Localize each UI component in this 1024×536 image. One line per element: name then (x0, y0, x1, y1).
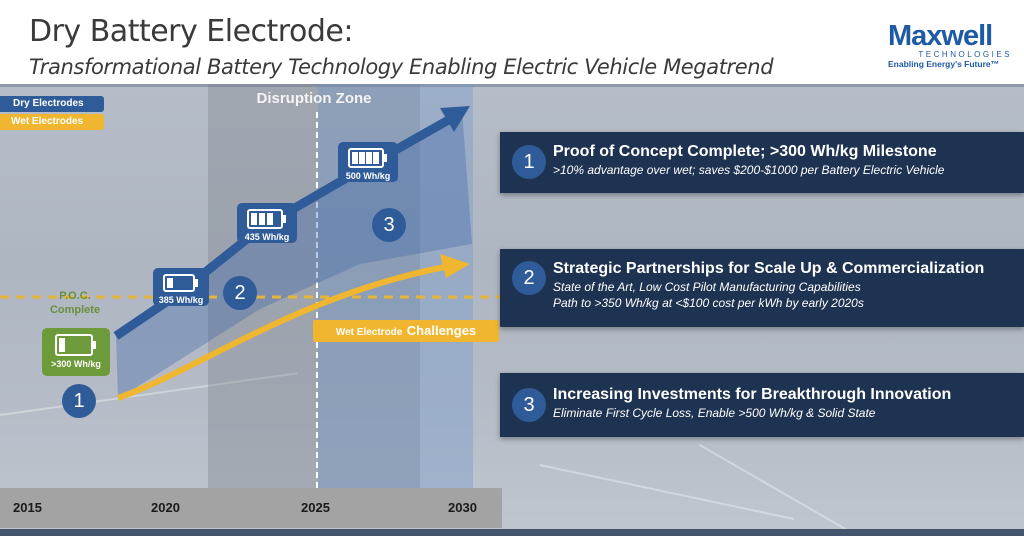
battery-icon (348, 148, 387, 168)
logo-subtext: TECHNOLOGIES (918, 50, 1012, 59)
battery-card-435: 435 Wh/kg (237, 203, 297, 243)
milestone-number: 3 (512, 388, 546, 422)
milestone-title: Strategic Partnerships for Scale Up & Co… (553, 260, 985, 277)
axis-tick-2020: 2020 (151, 500, 180, 515)
advantage-area (116, 110, 472, 399)
legend-dry-electrodes: Dry Electrodes (0, 96, 104, 112)
slide-header: Dry Battery Electrode: Transformational … (0, 0, 1024, 84)
axis-tick-2030: 2030 (448, 500, 477, 515)
footer-bar (0, 529, 1024, 536)
slide-subtitle: Transformational Battery Technology Enab… (29, 55, 774, 79)
disruption-zone-label: Disruption Zone (256, 90, 372, 107)
milestone-detail: >10% advantage over wet; saves $200-$100… (553, 163, 945, 177)
milestone-number: 1 (512, 145, 546, 179)
dry-arrowhead-icon (440, 106, 470, 132)
battery-icon (247, 209, 286, 229)
divider (0, 84, 1024, 87)
milestone-title: Proof of Concept Complete; >300 Wh/kg Mi… (553, 143, 937, 160)
maxwell-logo: Maxwell TECHNOLOGIES Enabling Energy's F… (888, 20, 1018, 70)
milestone-detail: Eliminate First Cycle Loss, Enable >500 … (553, 406, 876, 420)
legend-wet-electrodes: Wet Electrodes (0, 114, 104, 130)
wet-electrode-line (116, 263, 451, 401)
battery-card-385: 385 Wh/kg (153, 268, 209, 306)
battery-card-500: 500 Wh/kg (338, 142, 398, 182)
milestone-title: Increasing Investments for Breakthrough … (553, 386, 952, 403)
wet-arrowhead-icon (440, 254, 470, 278)
roadmap-diagram: Disruption Zone Dry Electrodes Wet Elect… (0, 84, 1024, 536)
battery-icon (55, 334, 96, 356)
axis-tick-2025: 2025 (301, 500, 330, 515)
slide-title: Dry Battery Electrode: (29, 14, 353, 49)
milestone-number: 2 (512, 261, 546, 295)
battery-card-label: >300 Wh/kg (51, 359, 101, 369)
milestone-detail: State of the Art, Low Cost Pilot Manufac… (553, 280, 861, 294)
battery-icon (163, 274, 198, 292)
timeline-axis: 2015 2020 2025 2030 (0, 488, 502, 528)
poc-complete-label: P.O.C. Complete (49, 290, 101, 316)
step-marker-3: 3 (372, 208, 406, 242)
logo-tagline: Enabling Energy's Future™ (888, 59, 1000, 69)
battery-card-label: 500 Wh/kg (345, 171, 391, 181)
step-marker-1: 1 (62, 384, 96, 418)
battery-card-label: 435 Wh/kg (244, 232, 290, 242)
battery-card-300: >300 Wh/kg (42, 328, 110, 376)
wet-electrode-challenges-label: Wet Electrode Challenges (313, 320, 499, 342)
milestone-detail: Path to >350 Wh/kg at <$100 cost per kWh… (553, 296, 864, 310)
logo-wordmark: Maxwell (888, 20, 993, 52)
milestone-box-3: 3 Increasing Investments for Breakthroug… (500, 373, 1024, 437)
milestone-box-1: 1 Proof of Concept Complete; >300 Wh/kg … (500, 132, 1024, 193)
milestone-box-2: 2 Strategic Partnerships for Scale Up & … (500, 249, 1024, 327)
axis-tick-2015: 2015 (13, 500, 42, 515)
year-2025-divider (316, 112, 318, 488)
step-marker-2: 2 (223, 276, 257, 310)
battery-card-label: 385 Wh/kg (158, 295, 204, 305)
